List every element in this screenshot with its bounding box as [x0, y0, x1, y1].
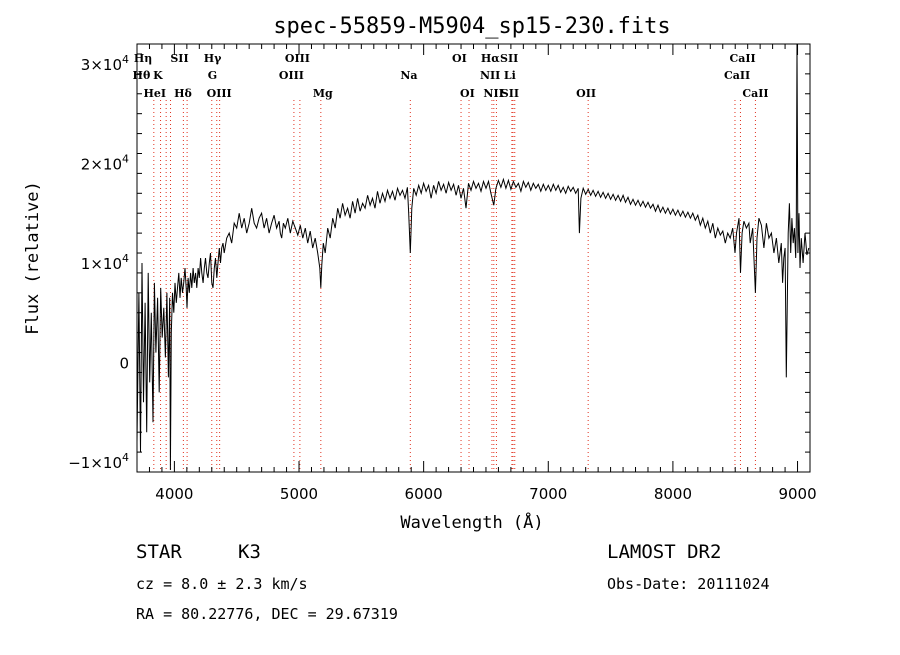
x-tick-label: 4000 — [155, 485, 193, 503]
line-label: Hη — [134, 52, 152, 65]
y-axis-label: Flux (relative) — [23, 181, 43, 335]
line-label: Hα — [481, 52, 500, 65]
object-class: STAR — [136, 541, 182, 563]
line-label: CaII — [729, 52, 755, 65]
redshift-text: cz = 8.0 ± 2.3 km/s — [136, 575, 308, 593]
line-label: SII — [500, 52, 518, 65]
line-label: OIII — [279, 69, 304, 82]
line-label: OII — [576, 87, 596, 100]
line-label: NII — [480, 69, 500, 82]
line-label: OI — [452, 52, 467, 65]
axis-ticks: 4000 5000 6000 7000 8000 9000 −1×104 0 1×104 2×10… — [68, 44, 817, 503]
line-label: Hγ — [204, 52, 222, 65]
obs-date-text: Obs-Date: 20111024 — [607, 575, 770, 593]
plot-frame — [136, 43, 811, 473]
coordinates-text: RA = 80.22776, DEC = 29.67319 — [136, 605, 398, 623]
line-label: SII — [501, 87, 519, 100]
y-tick-label: 1×104 — [81, 252, 129, 273]
y-tick-label: 0 — [119, 355, 129, 373]
y-tick-label: −1×104 — [68, 451, 129, 472]
line-label: Mg — [313, 87, 333, 100]
y-tick-label: 2×104 — [81, 152, 129, 173]
line-label: CaII — [724, 69, 750, 82]
object-subclass: K3 — [238, 541, 261, 563]
line-label: Na — [400, 69, 417, 82]
line-label: OIII — [285, 52, 310, 65]
spectrum-series — [136, 43, 810, 471]
line-label: SII — [170, 52, 188, 65]
line-label: CaII — [742, 87, 768, 100]
x-tick-label: 6000 — [405, 485, 443, 503]
line-label: HeI — [144, 87, 167, 100]
plot-border — [136, 43, 811, 473]
x-tick-label: 9000 — [778, 485, 816, 503]
line-label: Hθ — [133, 69, 151, 82]
x-axis-label: Wavelength (Å) — [400, 511, 543, 533]
line-marker-layer: Hη Hθ K HeI SII Hδ G Hγ OIII OIII OIII Mg Na OI OI NII H… — [133, 52, 769, 472]
line-label: OI — [460, 87, 475, 100]
x-tick-label: 5000 — [280, 485, 318, 503]
line-label: K — [153, 69, 163, 82]
y-tick-label: 3×104 — [81, 53, 129, 74]
line-label: OIII — [207, 87, 232, 100]
line-label: Li — [504, 69, 516, 82]
x-tick-label: 7000 — [529, 485, 567, 503]
line-label: Hδ — [174, 87, 192, 100]
x-tick-label: 8000 — [654, 485, 692, 503]
chart-title: spec-55859-M5904_sp15-230.fits — [273, 14, 670, 39]
line-label: G — [208, 69, 217, 82]
survey-name: LAMOST DR2 — [607, 541, 721, 563]
line-label: NII — [483, 87, 503, 100]
